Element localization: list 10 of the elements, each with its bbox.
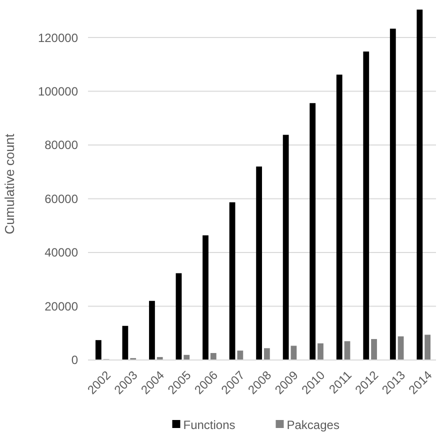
legend-label: Functions (183, 418, 236, 432)
y-axis-title: Cumulative count (2, 133, 17, 234)
y-tick-label: 40000 (44, 246, 78, 260)
y-tick-label: 100000 (38, 84, 78, 98)
y-tick-label: 60000 (44, 192, 78, 206)
y-tick-label: 20000 (44, 299, 78, 314)
y-tick-label: 80000 (44, 138, 78, 152)
y-tick-label: 0 (71, 353, 78, 368)
legend-label: Pakcages (286, 418, 340, 432)
y-tick-label: 120000 (38, 30, 78, 45)
